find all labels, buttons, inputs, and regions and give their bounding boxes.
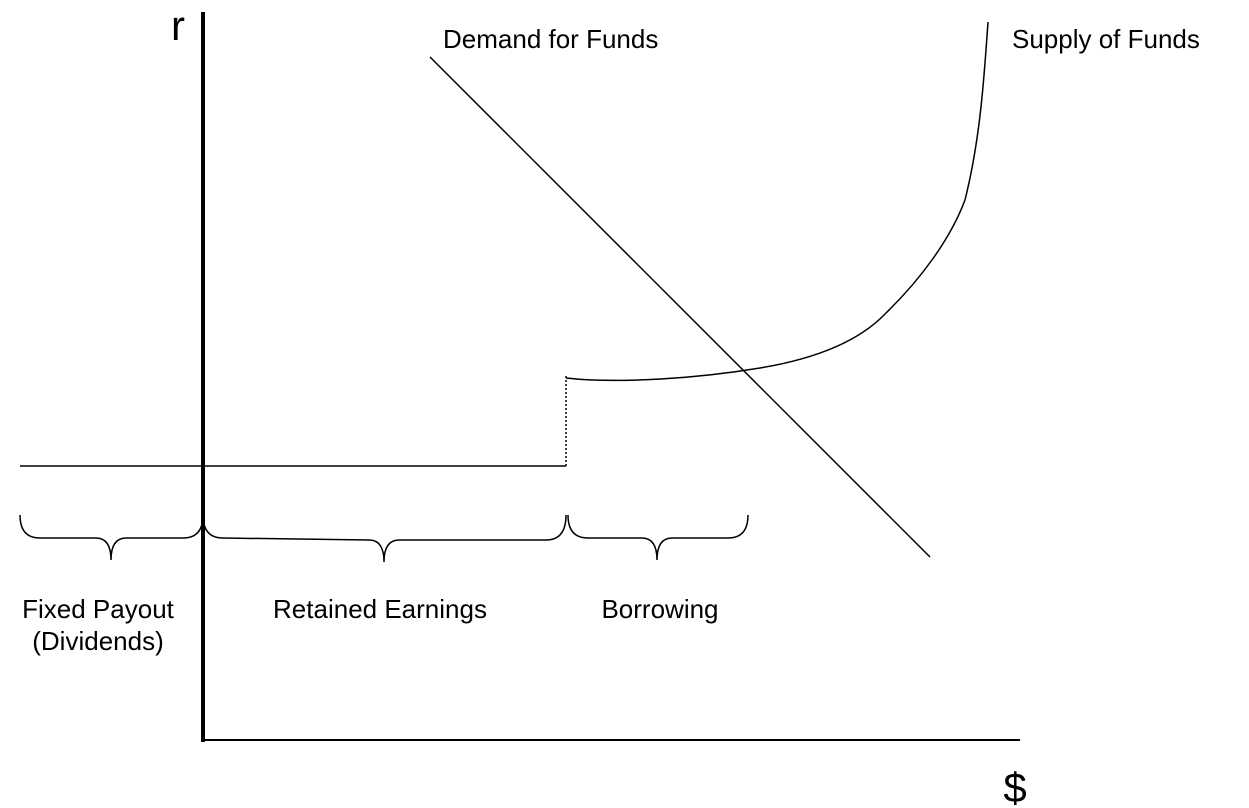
brace [19,514,204,561]
x-axis-label: $ [1003,764,1026,808]
segment-label: Borrowing [601,594,718,624]
supply-curve [565,21,989,382]
segment-label: Retained Earnings [273,594,487,624]
brace [567,514,749,561]
segment-label: (Dividends) [32,626,164,656]
brace [202,514,567,563]
y-axis-label: r [171,2,185,49]
curve-label: Supply of Funds [1012,24,1200,54]
demand-curve [429,56,931,558]
curve-label: Demand for Funds [443,24,658,54]
segment-label: Fixed Payout [22,594,175,624]
